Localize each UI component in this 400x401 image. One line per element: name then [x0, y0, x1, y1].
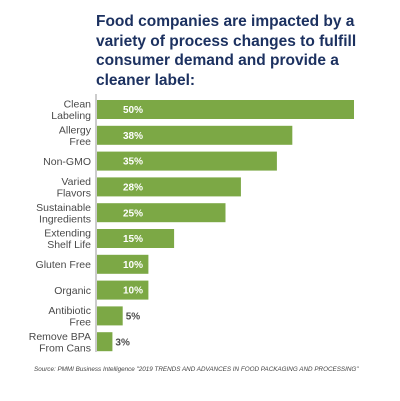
bar [97, 254, 149, 274]
category-label: Clean Labeling [51, 99, 91, 123]
category-label: Non-GMO [43, 156, 91, 168]
value-label: 28% [123, 183, 143, 194]
category-label: Antibiotic Free [48, 305, 91, 329]
category-label: Varied Flavors [57, 176, 92, 200]
bar [97, 100, 354, 119]
bar [97, 177, 241, 197]
value-label: 50% [123, 105, 143, 116]
value-label: 10% [123, 260, 143, 271]
value-label: 25% [123, 208, 143, 219]
category-label: Extending Shelf Life [44, 228, 91, 252]
value-label: 35% [123, 157, 143, 168]
bar [97, 280, 149, 300]
bar [97, 151, 277, 171]
category-label: Gluten Free [36, 259, 92, 271]
category-label: Organic [54, 285, 91, 297]
value-label: 5% [126, 312, 141, 323]
category-label: Sustainable Ingredients [36, 202, 91, 226]
bar [97, 125, 293, 145]
category-label: Remove BPA From Cans [29, 331, 91, 355]
value-label: 3% [115, 337, 130, 348]
source-note: Source: PMMI Business Intelligence "2019… [34, 366, 359, 373]
bar [97, 332, 113, 352]
bar [97, 229, 175, 248]
value-label: 38% [123, 131, 143, 142]
value-label: 10% [123, 286, 143, 297]
bar [97, 306, 123, 326]
bar [97, 203, 226, 223]
category-label: Allergy Free [59, 124, 92, 148]
chart-title: Food companies are impacted by a variety… [96, 13, 357, 89]
value-label: 15% [123, 234, 143, 245]
